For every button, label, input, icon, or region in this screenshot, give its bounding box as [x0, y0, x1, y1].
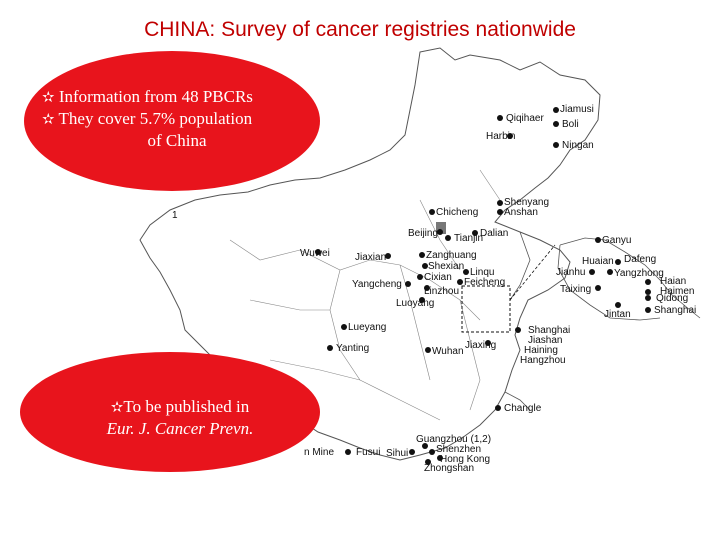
star-icon: ✫ — [42, 110, 55, 128]
city-lueyang: Lueyang — [348, 322, 386, 333]
city-feicheng: Feicheng — [464, 277, 505, 288]
callout-top-line2-text: They cover 5.7% population — [58, 109, 253, 128]
city-shanghai-inset: Shanghai — [654, 305, 696, 316]
city-yanting: Yanting — [336, 343, 369, 354]
city-guangzhou: Guangzhou (1,2) — [416, 434, 491, 445]
city-ganyu: Ganyu — [602, 235, 631, 246]
page-title: CHINA: Survey of cancer registries natio… — [144, 18, 576, 41]
city-mine: n Mine — [304, 447, 334, 458]
city-jiashan: Jiashan — [528, 335, 562, 346]
city-jianhu: Jianhu — [556, 267, 585, 278]
city-harbin: Harbin — [486, 131, 515, 142]
city-jintan: Jintan — [604, 309, 631, 320]
city-anshan: Anshan — [504, 207, 538, 218]
city-changle: Changle — [504, 403, 542, 414]
inset-leader — [509, 244, 556, 301]
city-shanghai: Shanghai — [528, 325, 570, 336]
callout-bottom-line1-text: To be published in — [123, 397, 250, 416]
city-boli: Boli — [562, 119, 579, 130]
city-linqu: Linqu — [470, 267, 494, 278]
city-yangzhong: Yangzhong — [614, 268, 664, 279]
city-wuhan: Wuhan — [432, 346, 464, 357]
city-taixing: Taixing — [560, 284, 591, 295]
china-border — [139, 47, 601, 461]
star-icon: ✫ — [42, 88, 55, 106]
callout-top-line1-text: Information from 48 PBCRs — [58, 87, 253, 106]
coastline — [504, 231, 531, 411]
city-ningan: Ningan — [562, 140, 594, 151]
city-haian: Haian — [660, 276, 686, 287]
callout-bottom-line2: Eur. J. Cancer Prevn. — [106, 419, 254, 438]
city-fusui: Fusui — [356, 447, 380, 458]
city-linzhou: Linzhou — [424, 286, 459, 297]
callout-top-line3: of China — [147, 131, 207, 150]
city-zhongshan: Zhongshan — [424, 463, 474, 474]
map-label-1: 1 — [172, 210, 178, 221]
province-lines — [229, 169, 501, 421]
city-qiqihaer: Qiqihaer — [506, 113, 544, 124]
city-jiamusi: Jiamusi — [560, 104, 594, 115]
inset-box — [461, 285, 511, 333]
callout-bottom: ✫To be published in Eur. J. Cancer Prevn… — [60, 396, 300, 440]
callout-top: ✫ Information from 48 PBCRs ✫ They cover… — [42, 86, 312, 151]
star-icon: ✫ — [110, 398, 124, 416]
city-sihui: Sihui — [386, 448, 408, 459]
city-hangzhou: Hangzhou — [520, 355, 566, 366]
city-yangcheng: Yangcheng — [352, 279, 402, 290]
city-dots — [315, 107, 651, 465]
city-haining: Haining — [524, 345, 558, 356]
city-hongkong: Hong Kong — [440, 454, 490, 465]
callout-top-line1: ✫ Information from 48 PBCRs — [42, 86, 312, 108]
inset-outline — [557, 237, 701, 321]
city-wuwei: Wuwei — [300, 248, 330, 259]
beijing-area-marker — [436, 222, 446, 234]
city-qidong: Qidong — [656, 293, 688, 304]
city-beijing: Beijing — [408, 228, 438, 239]
city-huaian: Huaian — [582, 256, 614, 267]
city-cixian: Cixian — [424, 272, 452, 283]
callout-bottom-ellipse — [20, 352, 320, 472]
callout-bottom-line1: ✫To be published in — [60, 396, 300, 418]
city-jiaxing: Jiaxing — [465, 340, 496, 351]
city-shenyang: Shenyang — [504, 197, 549, 208]
city-dafeng: Dafeng — [624, 254, 656, 265]
city-jiaxian: Jiaxian — [355, 252, 386, 263]
city-luoyang: Luoyang — [396, 298, 434, 309]
city-shenzhen: Shenzhen — [436, 444, 481, 455]
city-chicheng: Chicheng — [436, 207, 478, 218]
city-dalian: Dalian — [480, 228, 508, 239]
callout-top-ellipse — [24, 51, 320, 191]
city-shexian: Shexian — [428, 261, 464, 272]
city-haimen: Haimen — [660, 286, 694, 297]
city-tianjin: Tianjin — [454, 233, 483, 244]
callout-top-line2: ✫ They cover 5.7% population — [42, 108, 312, 130]
city-zanghuang: Zanghuang — [426, 250, 477, 261]
